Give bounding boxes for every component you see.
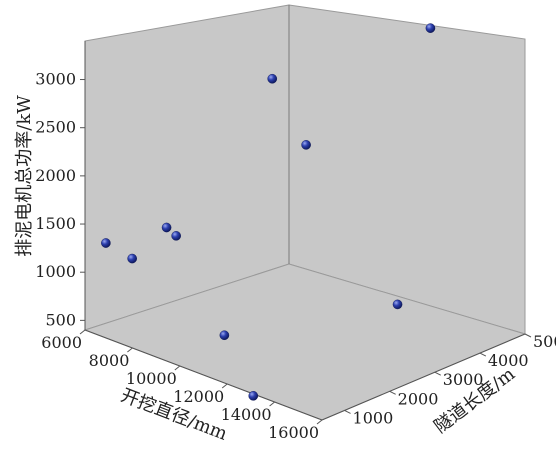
z-tick-label: 3000 <box>35 70 76 89</box>
x-tick-mark <box>269 401 275 407</box>
data-points <box>101 23 436 401</box>
z-axis-label: 排泥电机总功率/kW <box>14 95 35 257</box>
x-tick-label: 10000 <box>126 369 177 388</box>
y-tick-mark <box>389 390 396 395</box>
z-tick-label: 2000 <box>35 166 76 185</box>
x-tick-label: 8000 <box>89 351 130 370</box>
y-tick-label: 5000 <box>533 332 556 351</box>
data-point <box>127 253 137 264</box>
x-tick-mark <box>221 383 228 389</box>
z-axis-ticks: 500 1000 1500 2000 2500 3000 <box>35 70 85 329</box>
y-tick-label: 3000 <box>443 370 484 389</box>
data-point <box>161 222 172 233</box>
axis-panes <box>83 4 527 421</box>
x-tick-label: 6000 <box>41 333 82 352</box>
floor-edge-left <box>84 329 323 421</box>
x-tick-label: 12000 <box>173 387 224 406</box>
z-tick-label: 500 <box>45 310 76 329</box>
data-point <box>171 231 181 241</box>
data-point <box>248 391 259 401</box>
x-tick-mark <box>79 329 86 335</box>
y-axis-ticks: 10002000300040005000 <box>344 332 556 427</box>
y-tick-mark <box>479 352 487 357</box>
x-tick-label: 16000 <box>268 423 319 442</box>
x-tick-mark <box>174 365 181 371</box>
y-tick-mark <box>344 409 351 414</box>
x-tick-mark <box>316 419 323 425</box>
data-point <box>425 23 436 33</box>
data-point <box>267 73 278 84</box>
x-tick-mark <box>127 347 133 353</box>
z-tick-label: 2500 <box>35 118 76 137</box>
z-tick-label: 1000 <box>35 262 76 281</box>
data-point <box>219 330 230 341</box>
y-tick-label: 4000 <box>488 351 529 370</box>
y-tick-mark <box>524 333 532 338</box>
data-point <box>392 299 403 310</box>
y-tick-label: 2000 <box>398 389 439 408</box>
y-tick-mark <box>434 371 442 376</box>
data-point <box>101 238 111 248</box>
floor-edge-right <box>321 333 526 421</box>
y-tick-label: 1000 <box>353 408 394 427</box>
x-tick-label: 14000 <box>221 405 272 424</box>
data-point <box>301 140 311 150</box>
z-tick-label: 1500 <box>35 214 76 233</box>
